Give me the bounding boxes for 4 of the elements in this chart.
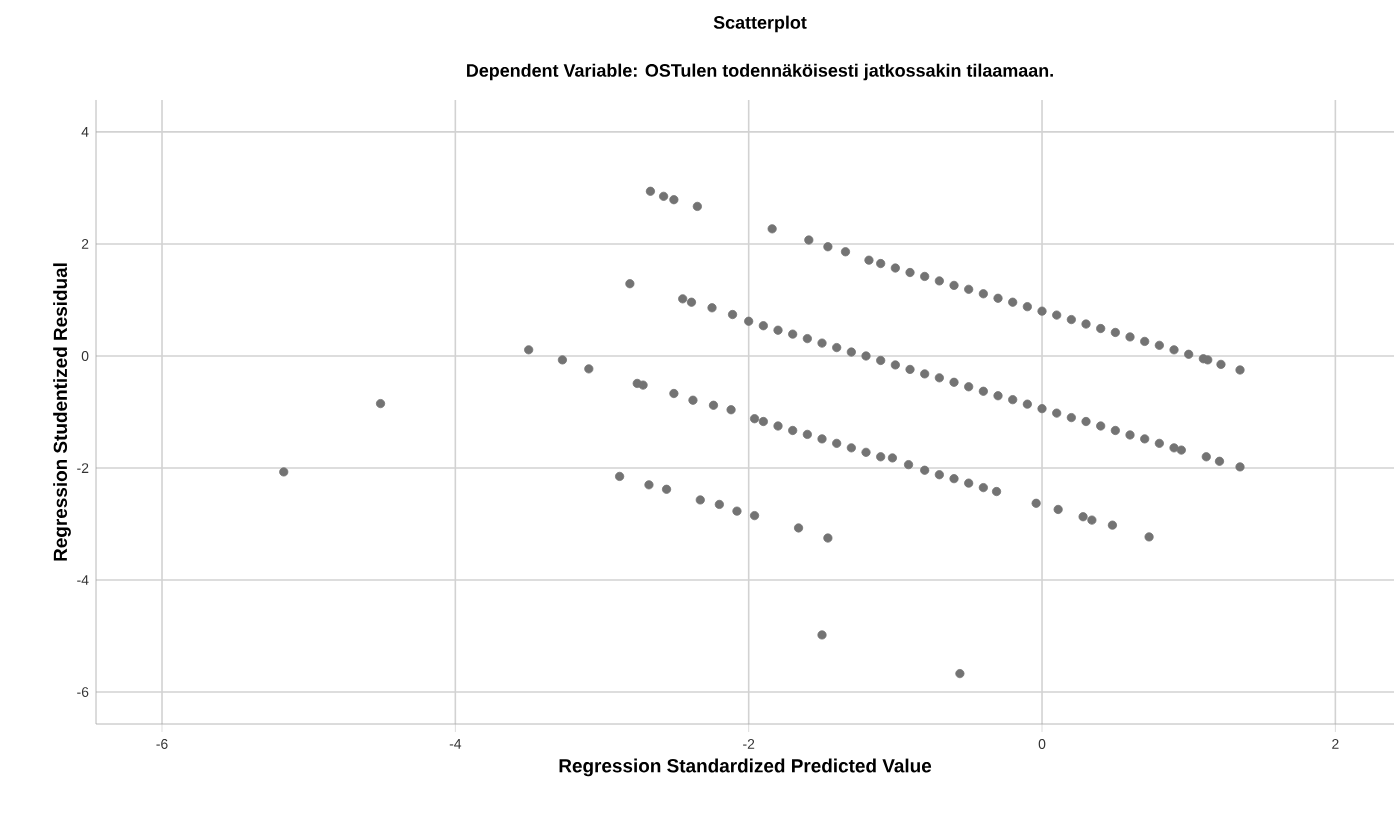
y-axis-title: Regression Studentized Residual [53, 263, 71, 561]
x-axis-title: Regression Standardized Predicted Value [559, 758, 932, 777]
chart-subtitle: Dependent Variable: OSTulen todennäköisesti jatkossakin tilaamaan. [467, 63, 1053, 81]
chart-title: Scatterplot [713, 15, 807, 33]
